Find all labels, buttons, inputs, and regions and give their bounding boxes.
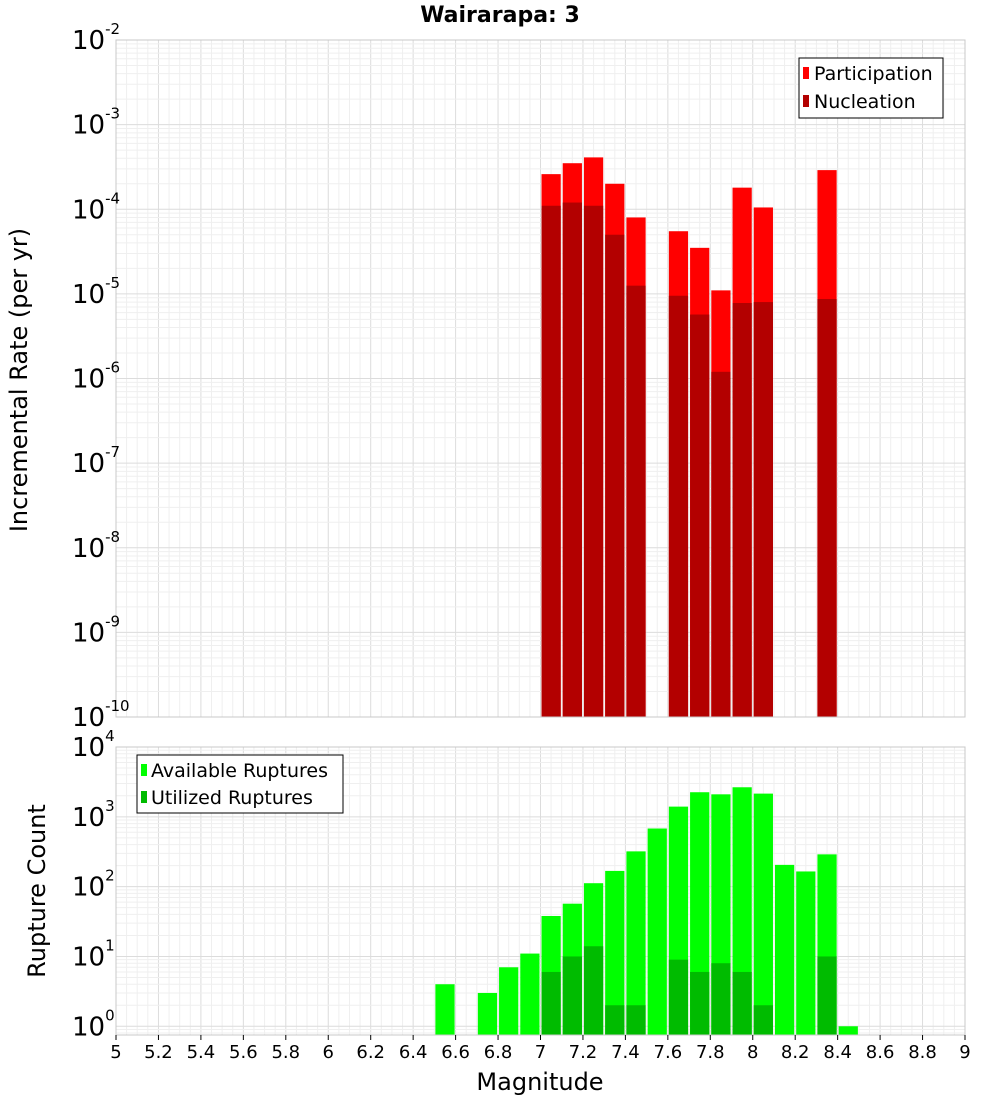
x-tick-label: 9 xyxy=(959,1042,970,1063)
x-tick-label: 5.8 xyxy=(271,1042,300,1063)
chart-title: Wairarapa: 3 xyxy=(420,3,580,28)
bar-utilized-ruptures xyxy=(541,971,561,1035)
x-tick-label: 6.2 xyxy=(356,1042,385,1063)
bottom-legend: Available Ruptures Utilized Ruptures xyxy=(136,754,344,814)
bar-utilized-ruptures xyxy=(753,1005,773,1035)
top-grid xyxy=(115,39,966,718)
x-tick-label: 5 xyxy=(110,1042,121,1063)
y-tick-label: 10-8 xyxy=(72,528,120,564)
bar-utilized-ruptures xyxy=(690,971,710,1035)
x-tick-label: 5.6 xyxy=(229,1042,258,1063)
legend-label-utilized-ruptures: Utilized Ruptures xyxy=(151,787,313,809)
x-tick-label: 8 xyxy=(747,1042,758,1063)
x-tick-label: 8.2 xyxy=(781,1042,810,1063)
bar-nucleation xyxy=(626,285,646,717)
bar-nucleation xyxy=(541,205,561,718)
x-tick-label: 7.4 xyxy=(611,1042,640,1063)
bar-available-ruptures xyxy=(499,967,519,1035)
x-tick-label: 7.6 xyxy=(654,1042,683,1063)
bottom-plot: 104 103 102 101 100 Rupture Count Available … xyxy=(23,727,971,1096)
legend-label-nucleation: Nucleation xyxy=(814,91,916,113)
legend-swatch-utilized-ruptures xyxy=(141,791,147,803)
y-tick-label: 10-7 xyxy=(72,443,120,479)
bottom-grid xyxy=(115,746,966,1035)
top-bars xyxy=(541,157,837,718)
y-tick-label: 10-4 xyxy=(72,189,120,225)
legend-swatch-available-ruptures xyxy=(141,764,147,776)
bar-nucleation xyxy=(732,303,752,717)
bottom-bars xyxy=(435,787,858,1035)
bar-nucleation xyxy=(690,314,710,717)
bar-utilized-ruptures xyxy=(583,946,604,1035)
x-tick-label: 8.4 xyxy=(823,1042,852,1063)
x-tick-label: 6 xyxy=(323,1042,334,1063)
bar-utilized-ruptures xyxy=(562,956,582,1035)
x-tick-label: 6.4 xyxy=(399,1042,428,1063)
bar-available-ruptures xyxy=(435,984,455,1035)
x-tick-label: 8.8 xyxy=(908,1042,937,1063)
bar-available-ruptures xyxy=(838,1026,858,1035)
x-tick-label: 8.6 xyxy=(866,1042,895,1063)
bar-nucleation xyxy=(753,302,773,717)
bar-available-ruptures xyxy=(626,851,646,1035)
y-tick-label: 103 xyxy=(72,797,115,833)
bar-available-ruptures xyxy=(605,870,625,1035)
bar-available-ruptures xyxy=(753,793,773,1035)
bar-utilized-ruptures xyxy=(668,959,689,1035)
x-ticks: 5 5.2 5.4 5.6 5.8 6 6.2 6.4 6.6 6.8 7 7.2 7.4 7.6 7.8 8… xyxy=(110,1035,971,1063)
bar-nucleation xyxy=(817,298,837,717)
legend-swatch-nucleation xyxy=(803,95,809,107)
legend-label-available-ruptures: Available Ruptures xyxy=(151,760,328,782)
x-tick-label: 6.8 xyxy=(484,1042,513,1063)
bar-available-ruptures xyxy=(477,992,498,1035)
x-tick-label: 7.2 xyxy=(569,1042,598,1063)
bottom-legend-box xyxy=(136,754,344,814)
bar-utilized-ruptures xyxy=(626,1005,646,1035)
bar-nucleation xyxy=(562,202,582,717)
bar-nucleation xyxy=(668,295,689,717)
top-plot: 10-2 10-3 10-4 10-5 10-6 10-7 10-8 10-9 10-10 In… xyxy=(5,20,966,733)
bottom-y-axis-label: Rupture Count xyxy=(23,804,51,978)
top-legend-box xyxy=(798,57,944,119)
y-tick-label: 102 xyxy=(72,867,115,903)
y-tick-label: 10-9 xyxy=(72,612,120,648)
x-tick-label: 5.4 xyxy=(187,1042,216,1063)
bar-available-ruptures xyxy=(774,864,795,1035)
bar-available-ruptures xyxy=(796,871,816,1035)
x-tick-label: 7 xyxy=(535,1042,546,1063)
x-tick-label: 7.8 xyxy=(696,1042,725,1063)
x-axis-label: Magnitude xyxy=(476,1068,603,1096)
bar-nucleation xyxy=(583,205,604,718)
y-tick-label: 104 xyxy=(72,727,115,763)
top-y-axis-label: Incremental Rate (per yr) xyxy=(5,228,33,532)
top-y-ticks: 10-2 10-3 10-4 10-5 10-6 10-7 10-8 10-9 10-10 xyxy=(72,20,130,733)
y-tick-label: 10-2 xyxy=(72,20,120,56)
y-tick-label: 10-3 xyxy=(72,105,120,141)
bar-utilized-ruptures xyxy=(605,1005,625,1035)
y-tick-label: 100 xyxy=(72,1006,115,1042)
bottom-y-ticks: 104 103 102 101 100 xyxy=(72,727,115,1042)
bar-nucleation xyxy=(605,234,625,717)
top-plot-border xyxy=(115,39,966,718)
bar-utilized-ruptures xyxy=(732,971,752,1035)
y-tick-label: 101 xyxy=(72,936,115,972)
bar-available-ruptures xyxy=(520,953,540,1035)
top-legend: Participation Nucleation xyxy=(798,57,944,119)
y-tick-label: 10-10 xyxy=(72,697,130,733)
legend-label-participation: Participation xyxy=(814,63,933,85)
legend-swatch-participation xyxy=(803,67,809,79)
bar-nucleation xyxy=(711,371,731,717)
y-tick-label: 10-5 xyxy=(72,274,120,310)
x-tick-label: 5.2 xyxy=(144,1042,173,1063)
bar-available-ruptures xyxy=(647,828,667,1035)
y-tick-label: 10-6 xyxy=(72,359,120,395)
bar-utilized-ruptures xyxy=(817,956,837,1035)
bar-utilized-ruptures xyxy=(711,963,731,1035)
x-tick-label: 6.6 xyxy=(441,1042,470,1063)
